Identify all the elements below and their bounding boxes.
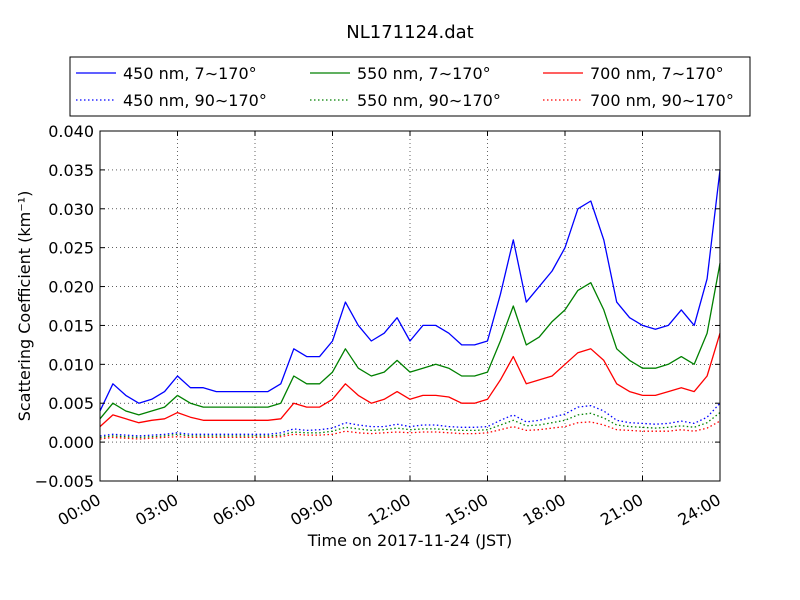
y-tick-label: 0.000 <box>48 433 94 452</box>
plot-frame <box>99 130 721 482</box>
grid-lines <box>100 131 720 481</box>
y-tick-label: 0.005 <box>48 394 94 413</box>
series-line <box>99 169 721 412</box>
legend-label: 550 nm, 90∼170° <box>357 91 501 110</box>
legend-label: 450 nm, 7∼170° <box>123 64 257 83</box>
x-axis-label: Time on 2017-11-24 (JST) <box>307 531 512 550</box>
series-lines <box>99 169 721 440</box>
legend-label: 700 nm, 7∼170° <box>590 64 724 83</box>
y-tick-label: 0.015 <box>48 316 94 335</box>
y-axis-label: Scattering Coefficient (km⁻¹) <box>15 191 34 422</box>
legend-label: 450 nm, 90∼170° <box>123 91 267 110</box>
y-tick-label: 0.025 <box>48 239 94 258</box>
y-tick-label: −0.005 <box>35 472 94 491</box>
y-tick-label: 0.030 <box>48 200 94 219</box>
y-tick-label: 0.040 <box>48 122 94 141</box>
legend: 450 nm, 7∼170° 550 nm, 7∼170° 700 nm, 7∼17… <box>69 56 751 117</box>
legend-box <box>69 56 751 117</box>
legend-label: 550 nm, 7∼170° <box>357 64 491 83</box>
y-tick-label: 0.020 <box>48 278 94 297</box>
y-tick-label: 0.035 <box>48 161 94 180</box>
chart-title: NL171124.dat <box>346 22 473 43</box>
series-line <box>99 333 721 428</box>
y-tick-label: 0.010 <box>48 355 94 374</box>
series-line <box>99 402 721 437</box>
series-line <box>99 420 721 440</box>
series-line <box>99 263 721 420</box>
legend-label: 700 nm, 90∼170° <box>590 91 734 110</box>
